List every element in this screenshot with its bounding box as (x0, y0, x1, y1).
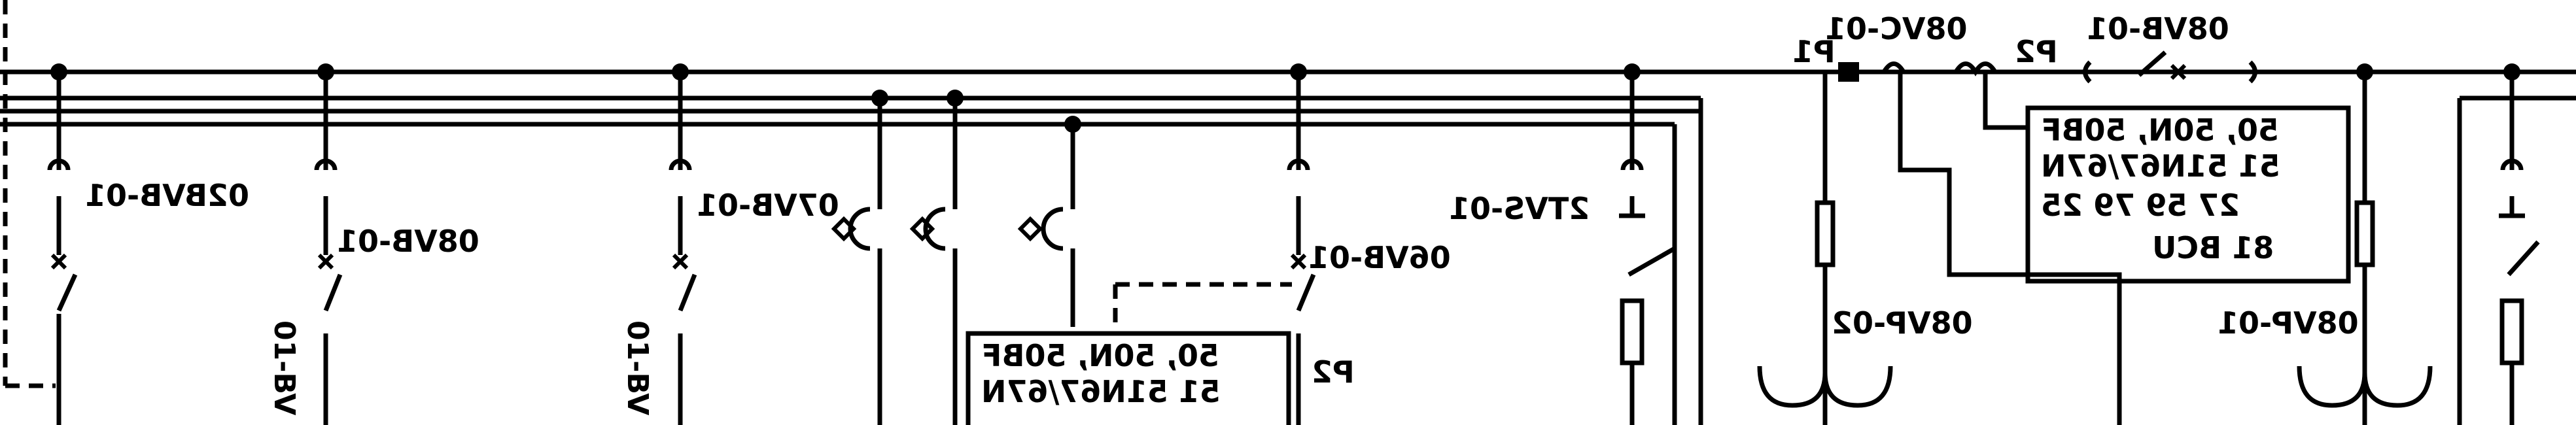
relay-mid-line1: 50, 50N, 50BF (981, 338, 1219, 373)
top-ct-2 (1953, 61, 1998, 76)
label-vp01: 08VP-01 (2218, 305, 2359, 341)
label-vb07: 07VB-01 (697, 188, 839, 223)
label-vb08a: 08VB-01 (337, 224, 479, 259)
feeder-5 (923, 98, 958, 425)
label-vp02: 08VP-02 (1832, 305, 1973, 341)
relay-right-line4: 81 BCU (2152, 230, 2274, 265)
feeder-6 (1041, 124, 1075, 327)
ct-wire-2 (1983, 72, 2028, 130)
feeder-4 (848, 98, 882, 425)
label-vert-mid: 01-BV (621, 320, 654, 415)
diamond-symbols (831, 216, 1043, 242)
feeder-8 (1619, 72, 1676, 425)
label-top-mid-tag: 08VB-01 (2087, 11, 2229, 46)
feeder-11 (2499, 72, 2540, 425)
ct-wire-1 (1898, 72, 2122, 425)
feeder-7 (1287, 72, 1316, 425)
relay-right-line1: 50, 50N, 50BF (2041, 112, 2279, 148)
top-bracket-l (2083, 60, 2092, 84)
label-top-left-tag: 08VC-01 (1825, 11, 1968, 46)
relay-right-line2: 51 51N67/67N (2041, 148, 2280, 184)
relay-box-mid (966, 331, 1291, 425)
top-bracket-r (2248, 60, 2257, 84)
feeder-10 (2297, 72, 2433, 425)
label-p2-top: P2 (2015, 34, 2058, 69)
relay-box-right (2025, 105, 2351, 284)
top-ct-1 (1881, 61, 1906, 73)
breaker-x-marks (50, 63, 2187, 270)
relay-right-line3: 27 59 79 25 (2041, 188, 2240, 223)
top-breaker-blade (2137, 50, 2167, 77)
label-vs01: 2TVS-01 (1449, 191, 1590, 226)
label-vb02: 02BVB-01 (85, 178, 249, 213)
label-vb06: 06VB-01 (1308, 240, 1451, 275)
feeder-2 (314, 72, 343, 425)
feeder-1 (47, 72, 78, 425)
feeder-9 (1757, 72, 1893, 425)
label-p2-mid: P2 (1312, 354, 1355, 390)
label-p1: P1 (1792, 34, 1836, 69)
relay-mid-line2: 51 51N67/67N (981, 374, 1221, 409)
label-vert-left: 01-BV (268, 320, 301, 415)
junction-dots (50, 62, 2520, 133)
feeder-3 (669, 72, 697, 425)
